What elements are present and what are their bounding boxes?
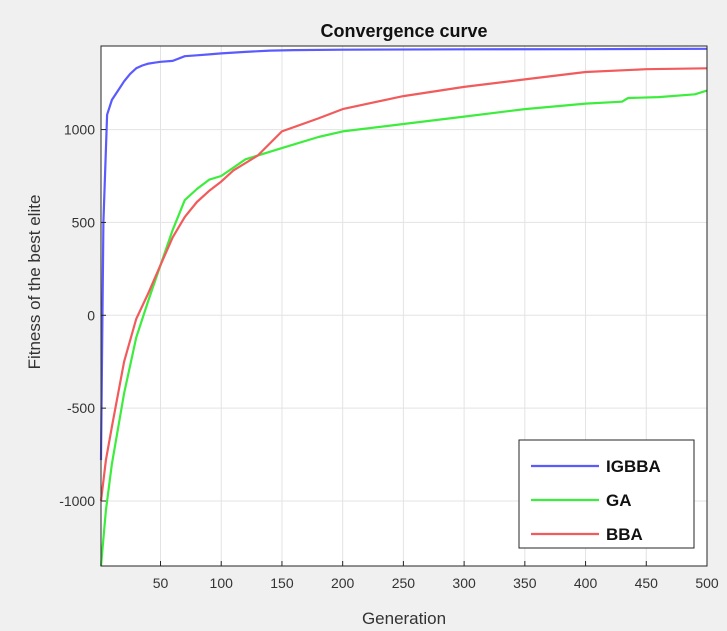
x-tick-label: 100 <box>210 575 234 591</box>
legend-label-igbba: IGBBA <box>606 457 661 476</box>
series-line-ga <box>99 89 708 567</box>
y-tick-label: 1000 <box>64 122 95 138</box>
legend-box <box>518 439 695 549</box>
x-axis-label: Generation <box>362 609 446 628</box>
x-axis-ticks: 50 100 150 200 250 300 350 400 450 500 <box>153 561 719 591</box>
y-tick-label: 0 <box>87 307 95 323</box>
series-line-igbba <box>99 47 708 461</box>
legend-label-ga: GA <box>606 491 632 510</box>
x-tick-label: 350 <box>513 575 537 591</box>
legend: IGBBA GA BBA <box>518 439 695 549</box>
plot-frame <box>100 45 708 567</box>
x-tick-label: 450 <box>635 575 659 591</box>
series-layer <box>99 47 708 567</box>
x-tick-label: 400 <box>574 575 598 591</box>
legend-label-bba: BBA <box>606 525 643 544</box>
y-tick-label: -1000 <box>59 493 95 509</box>
x-tick-label: 200 <box>331 575 355 591</box>
y-tick-label: -500 <box>67 400 95 416</box>
x-tick-label: 250 <box>392 575 416 591</box>
y-axis-label: Fitness of the best elite <box>25 195 44 370</box>
y-tick-label: 500 <box>72 214 96 230</box>
x-tick-label: 50 <box>153 575 169 591</box>
x-tick-label: 150 <box>270 575 294 591</box>
chart-title: Convergence curve <box>320 21 487 41</box>
series-line-bba <box>99 67 708 502</box>
x-tick-label: 500 <box>695 575 719 591</box>
x-tick-label: 300 <box>452 575 476 591</box>
y-axis-ticks: -1000 -500 0 500 1000 <box>59 122 106 509</box>
